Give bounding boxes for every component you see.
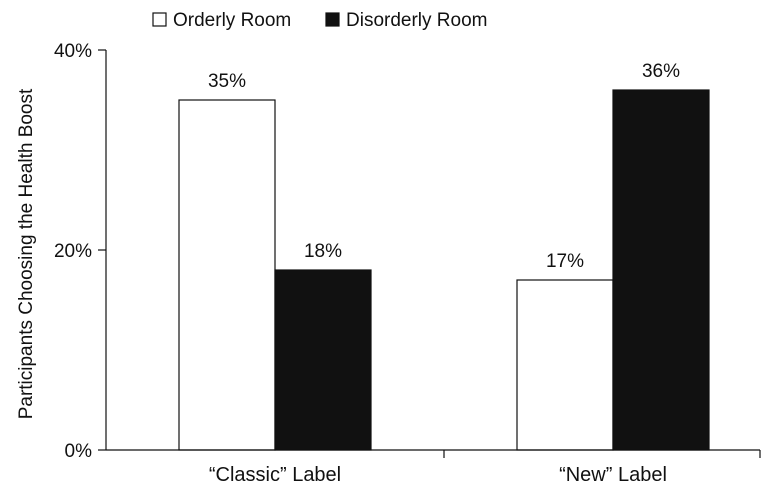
bar-disorderly-room-classic <box>274 269 372 451</box>
bar-data-label: 18% <box>304 241 342 262</box>
legend-label-orderly-room: Orderly Room <box>173 10 291 31</box>
x-category-label: “Classic” Label <box>209 464 341 486</box>
bar-data-label: 35% <box>208 71 246 92</box>
y-tick-label: 20% <box>54 241 92 262</box>
y-axis-label: Participants Choosing the Health Boost <box>16 88 37 419</box>
bar-disorderly-room-new <box>612 89 710 451</box>
bar-data-label: 17% <box>546 251 584 272</box>
legend-swatch-disorderly-room <box>325 12 340 27</box>
legend-swatch-orderly-room <box>152 12 167 27</box>
bar-orderly-room-new <box>516 279 614 451</box>
y-axis-ticks: 0% 20% 40% <box>54 41 106 462</box>
bar-data-label: 36% <box>642 61 680 82</box>
x-category-label: “New” Label <box>559 464 667 486</box>
legend: Orderly Room Disorderly Room <box>152 10 487 31</box>
y-tick-label: 40% <box>54 41 92 62</box>
x-axis-labels: “Classic” Label “New” Label <box>209 464 667 486</box>
bars <box>178 89 710 451</box>
y-tick-label: 0% <box>65 441 93 462</box>
legend-label-disorderly-room: Disorderly Room <box>346 10 487 31</box>
bar-orderly-room-classic <box>178 99 276 451</box>
data-labels: 35% 18% 17% 36% <box>208 61 680 272</box>
